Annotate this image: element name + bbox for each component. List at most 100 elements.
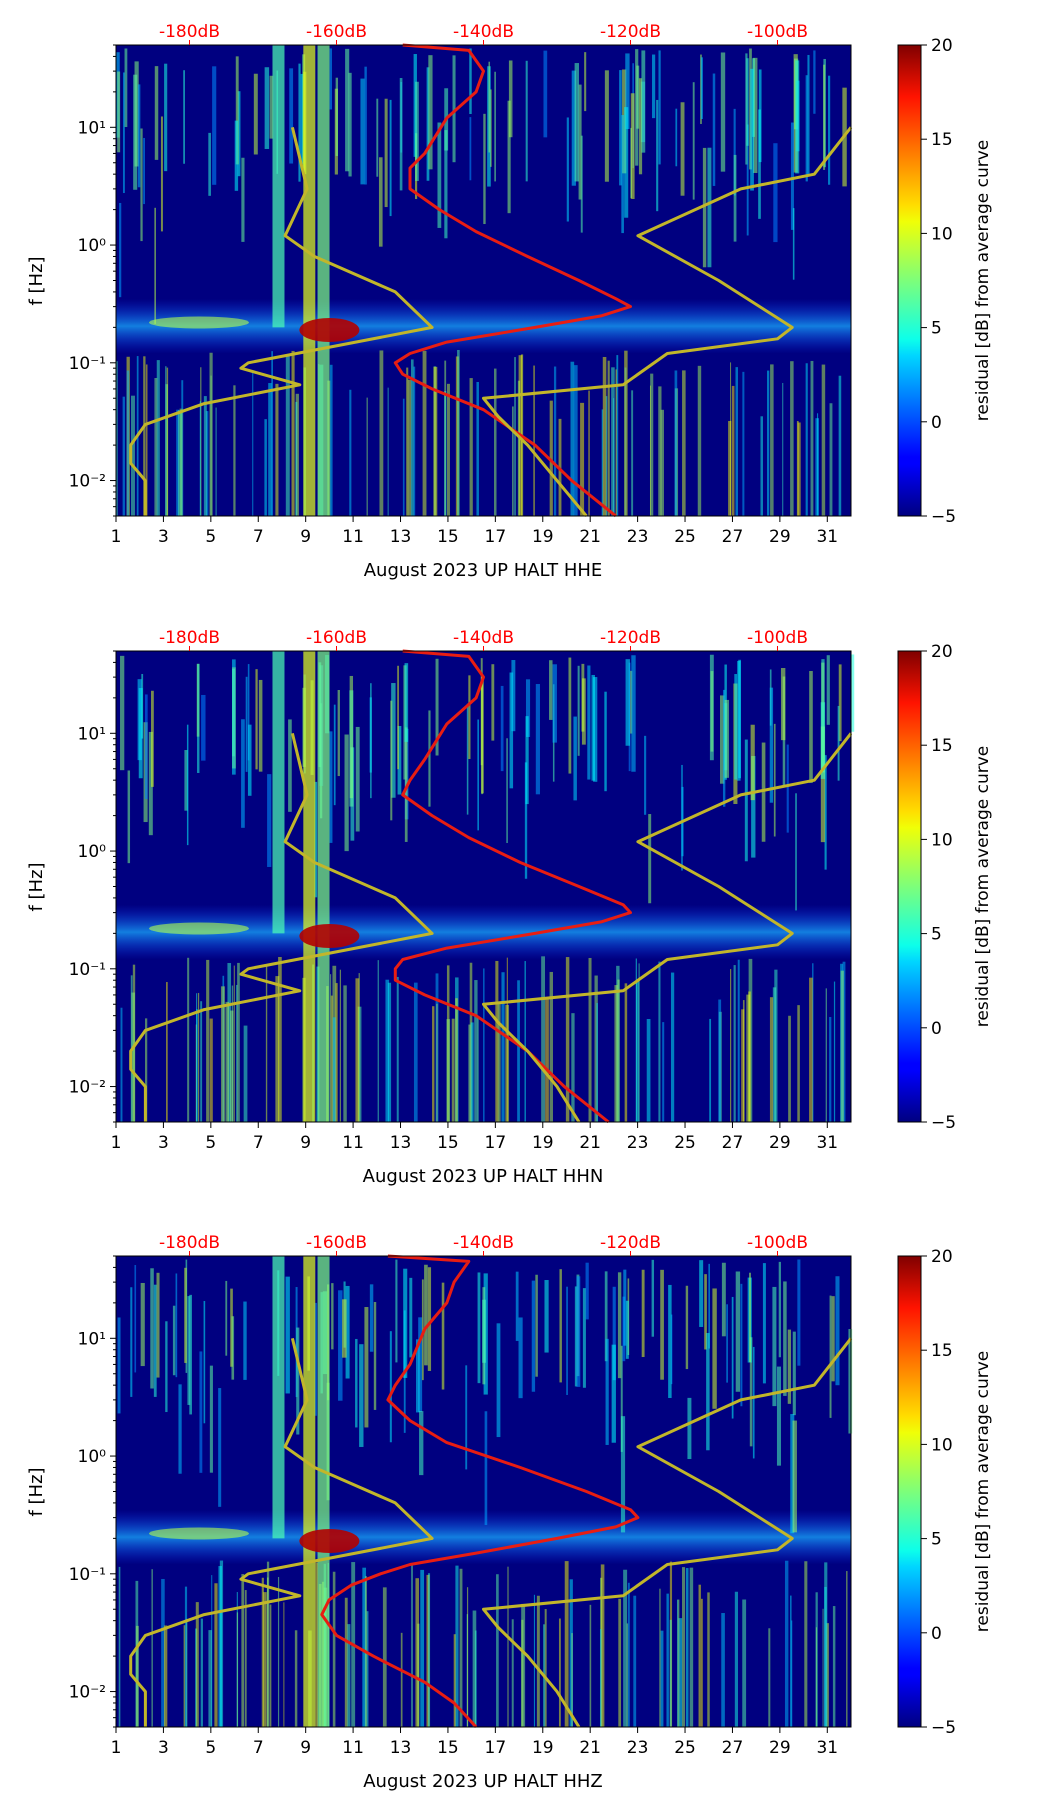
- streak: [553, 366, 557, 516]
- streak: [749, 1272, 751, 1363]
- top-db-axis: -180dB -160dB -140dB -120dB -100dB: [159, 1233, 808, 1256]
- streak: [230, 1010, 234, 1122]
- streak: [838, 664, 842, 742]
- streak: [459, 1568, 463, 1727]
- streak: [209, 352, 213, 516]
- streak: [772, 987, 777, 1122]
- streak: [624, 983, 628, 1122]
- colorbar-tick-label: 5: [931, 1530, 942, 1550]
- streak: [769, 687, 774, 803]
- streak: [753, 57, 758, 174]
- streak: [117, 71, 121, 153]
- streak: [734, 674, 738, 780]
- y-axis-label: f [Hz]: [26, 862, 47, 911]
- streak: [330, 995, 333, 1122]
- streak: [809, 977, 813, 1122]
- y-tick-label: 10⁻²: [69, 472, 106, 492]
- streak: [751, 755, 756, 858]
- streak: [247, 724, 252, 796]
- streak: [278, 956, 282, 1122]
- streak: [659, 1588, 661, 1727]
- streak: [285, 1276, 290, 1394]
- streak: [773, 723, 776, 837]
- event-column: [317, 651, 330, 1122]
- x-tick-label: 3: [158, 1133, 169, 1153]
- spectrogram-panel-hhz: 1 3 5 7 9 11 13 15 17 19 21 23 25 27 29 31 10¹10⁰10⁻¹10…: [26, 1233, 853, 1792]
- streak: [731, 385, 735, 516]
- spectrogram-panel-hhe: 1 3 5 7 9 11 13 15 17 19 21 23 25 27 29 31 10¹10⁰10⁻¹10…: [26, 22, 853, 581]
- streak: [387, 387, 389, 516]
- streak: [184, 1267, 187, 1363]
- streak: [131, 992, 135, 1122]
- streak: [156, 1272, 160, 1378]
- x-tick-label: 9: [300, 1738, 311, 1758]
- streak: [160, 116, 163, 232]
- streak: [805, 75, 808, 182]
- streak: [573, 365, 578, 516]
- streak: [784, 1560, 789, 1727]
- streak: [574, 1286, 578, 1387]
- streak: [277, 1576, 280, 1727]
- streak: [750, 724, 755, 801]
- streak: [134, 1265, 137, 1373]
- streak: [218, 1388, 222, 1507]
- colorbar-tick-label: −5: [931, 1718, 956, 1738]
- streak: [252, 372, 254, 516]
- streak: [477, 1272, 481, 1384]
- series-layer: [129, 649, 853, 1124]
- streak: [411, 1564, 413, 1727]
- streak: [397, 725, 402, 795]
- streak: [593, 677, 598, 782]
- streak: [792, 1331, 796, 1416]
- streak: [768, 1628, 771, 1727]
- x-tick-label: 27: [722, 1133, 744, 1153]
- streak: [815, 418, 819, 516]
- streak: [773, 143, 778, 243]
- event-hotspot: [148, 1527, 249, 1540]
- streak: [681, 764, 683, 871]
- streak: [402, 398, 405, 516]
- streak: [582, 1288, 586, 1388]
- streak: [452, 55, 456, 163]
- streak: [588, 390, 590, 516]
- streak: [288, 719, 292, 812]
- streak: [680, 102, 685, 196]
- streak: [178, 1384, 182, 1474]
- x-tick-label: 21: [579, 1738, 601, 1758]
- y-tick-label: 10⁰: [78, 236, 107, 256]
- top-tick-label: -120dB: [600, 628, 661, 648]
- colorbar-tick-label: 15: [931, 1341, 953, 1361]
- x-tick-label: 3: [158, 527, 169, 547]
- streak: [339, 969, 342, 1122]
- streak: [792, 1420, 797, 1533]
- colorbar-tick-label: 20: [931, 36, 953, 56]
- streak: [144, 694, 148, 799]
- colorbar-tick-label: 20: [931, 1247, 953, 1267]
- streak: [329, 364, 333, 516]
- streak: [396, 976, 399, 1122]
- x-tick-label: 7: [253, 1738, 264, 1758]
- streak: [706, 1333, 710, 1451]
- streak: [733, 108, 736, 196]
- colorbar-tick-label: 0: [931, 1019, 942, 1039]
- x-tick-label: 25: [674, 527, 696, 547]
- streak: [842, 961, 846, 1122]
- streak: [846, 1571, 848, 1727]
- streak: [209, 1018, 213, 1122]
- streak: [406, 367, 409, 516]
- streak: [143, 137, 145, 205]
- streak: [767, 370, 770, 516]
- streak: [826, 1623, 829, 1727]
- x-tick-label: 25: [674, 1738, 696, 1758]
- streak: [633, 1595, 637, 1727]
- streak: [187, 1296, 191, 1405]
- x-tick-label: 3: [158, 1738, 169, 1758]
- streak: [496, 1323, 501, 1438]
- streak: [790, 1414, 795, 1534]
- streak: [531, 1280, 536, 1392]
- streak: [379, 350, 384, 516]
- streak: [267, 774, 272, 867]
- streak: [733, 154, 737, 242]
- streak: [289, 68, 294, 164]
- streak: [435, 658, 439, 756]
